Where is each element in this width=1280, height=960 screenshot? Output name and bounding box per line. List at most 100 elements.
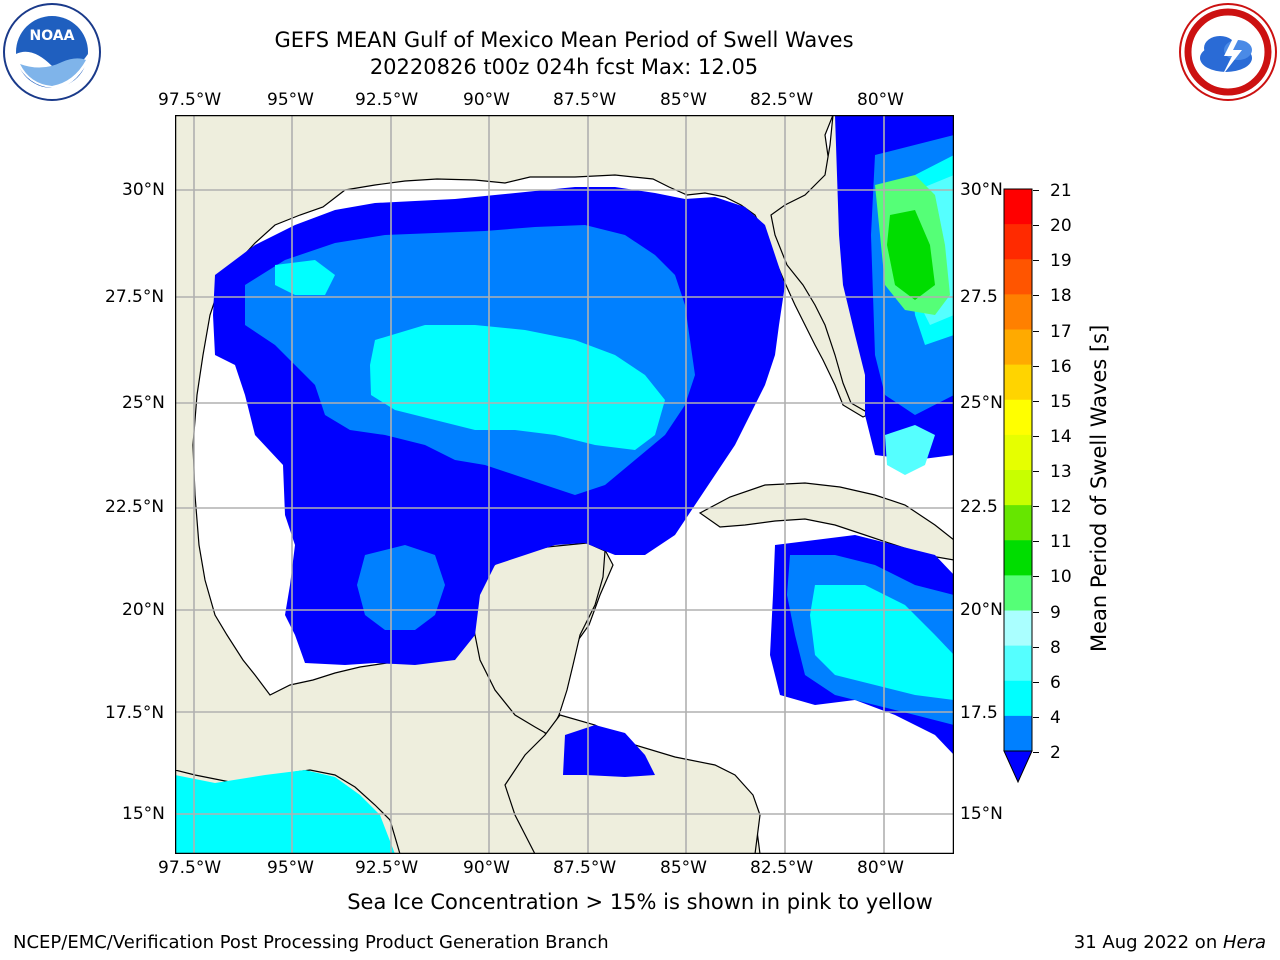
colorbar [1003,188,1033,784]
colorbar-tick-mark [1033,681,1039,683]
lat-label-left-4: 20°N [122,600,165,620]
lon-label-top-0: 97.5°W [158,90,222,110]
colorbar-swatch [1004,470,1032,506]
lon-label-bottom-6: 82.5°W [750,858,814,878]
colorbar-tick-mark [1033,646,1039,648]
colorbar-tick-mark [1033,190,1039,191]
lon-label-bottom-0: 97.5°W [158,858,222,878]
colorbar-tick-label: 21 [1050,181,1072,201]
lat-label-right-2: 25°N [960,393,1003,413]
colorbar-tick-label: 8 [1050,637,1061,658]
lat-label-left-1: 27.5°N [105,287,165,307]
lon-label-bottom-7: 80°W [857,858,904,878]
colorbar-tick-label: 11 [1050,532,1072,553]
lat-label-left-0: 30°N [122,180,165,200]
lat-label-left-5: 17.5°N [105,703,165,723]
footer-date-text: 31 Aug 2022 on [1073,932,1223,953]
colorbar-tick-mark [1033,365,1039,367]
colorbar-swatch [1004,189,1032,225]
lon-label-top-7: 80°W [857,90,904,110]
swell-fill-10-11s [887,210,935,300]
lat-label-right-3: 22.5 [960,497,998,517]
lat-label-right-4: 20°N [960,600,1003,620]
lon-label-bottom-1: 95°W [267,858,314,878]
colorbar-swatch [1004,224,1032,260]
noaa-logo: NOAA [2,2,102,102]
lat-label-left-6: 15°N [122,804,165,824]
colorbar-swatch [1004,329,1032,366]
sea-ice-note: Sea Ice Concentration > 15% is shown in … [347,890,933,914]
colorbar-swatch [1004,364,1032,401]
colorbar-tick-label: 19 [1050,251,1072,272]
colorbar-tick-mark [1033,576,1039,578]
lat-label-right-6: 15°N [960,804,1003,824]
map-subtitle: 20220826 t00z 024h fcst Max: 12.05 [369,55,759,79]
colorbar-tick-mark [1033,225,1039,227]
lat-label-left-2: 25°N [122,393,165,413]
lon-label-top-4: 87.5°W [553,90,617,110]
colorbar-swatch [1004,575,1032,611]
lon-label-bottom-5: 85°W [660,858,707,878]
colorbar-tick-mark [1033,611,1039,613]
colorbar-swatches [1003,188,1033,784]
lon-label-top-2: 92.5°W [355,90,419,110]
lon-label-top-5: 85°W [660,90,707,110]
colorbar-swatch [1004,505,1032,541]
colorbar-tick-mark [1033,471,1039,472]
map-area [174,114,955,855]
colorbar-tick-label: 2 [1050,743,1061,763]
colorbar-swatch [1004,434,1032,471]
map-gridlines [175,115,954,854]
colorbar-tick-mark [1033,295,1039,297]
lon-label-top-3: 90°W [463,90,510,110]
colorbar-ticks: 21 20 19 18 17 16 15 14 13 12 11 10 9 8 6 4 2 [1033,181,1100,763]
land-yucatan [472,542,606,736]
colorbar-tick-label: 18 [1050,286,1072,307]
colorbar-tick-label: 14 [1050,426,1072,447]
footer-date: 31 Aug 2022 on Hera [1074,932,1266,953]
colorbar-swatch [1004,259,1032,295]
lon-label-bottom-2: 92.5°W [355,858,419,878]
map-frame [174,114,955,855]
colorbar-tick-label: 16 [1050,356,1072,377]
colorbar-tick-label: 6 [1050,672,1061,693]
colorbar-swatch [1004,399,1032,436]
colorbar-swatch [1004,680,1032,717]
colorbar-tick-mark [1033,330,1039,332]
colorbar-tick-label: 13 [1050,462,1072,482]
map-title: GEFS MEAN Gulf of Mexico Mean Period of … [274,28,854,52]
colorbar-swatch [1004,645,1032,682]
colorbar-tick-label: 15 [1050,391,1072,412]
colorbar-swatch [1004,294,1032,330]
lat-label-left-3: 22.5°N [105,497,165,517]
colorbar-swatch [1004,610,1032,647]
colorbar-swatch [1004,715,1032,752]
colorbar-tick-label: 9 [1050,602,1061,623]
footer-machine: Hera [1222,932,1266,953]
lon-label-bottom-3: 90°W [463,858,510,878]
colorbar-tick-label: 20 [1050,216,1072,237]
colorbar-tick-mark [1033,752,1039,753]
colorbar-under-extend [1003,750,1033,784]
colorbar-tick-mark [1033,716,1039,718]
colorbar-tick-label: 17 [1050,321,1072,342]
colorbar-tick-label: 4 [1050,707,1061,728]
colorbar-tick-mark [1033,541,1039,543]
lat-label-right-1: 27.5 [960,287,998,307]
colorbar-tick-label: 12 [1050,497,1072,518]
lon-label-top-1: 95°W [267,90,314,110]
lat-label-right-5: 17.5 [960,703,998,723]
lon-label-bottom-4: 87.5°W [553,858,617,878]
noaa-logo-text: NOAA [30,28,75,44]
colorbar-frame [1003,188,1033,752]
lon-label-top-6: 82.5°W [750,90,814,110]
colorbar-label: Mean Period of Swell Waves [s] [1087,324,1111,652]
colorbar-tick-mark [1033,400,1039,402]
colorbar-tick-mark [1033,260,1039,262]
nws-logo [1178,2,1278,102]
colorbar-tick-mark [1033,435,1039,437]
colorbar-tick-mark [1033,506,1039,508]
map-canvas [174,114,955,855]
colorbar-tick-label: 10 [1050,567,1072,588]
footer-credit: NCEP/EMC/Verification Post Processing Pr… [13,932,609,953]
